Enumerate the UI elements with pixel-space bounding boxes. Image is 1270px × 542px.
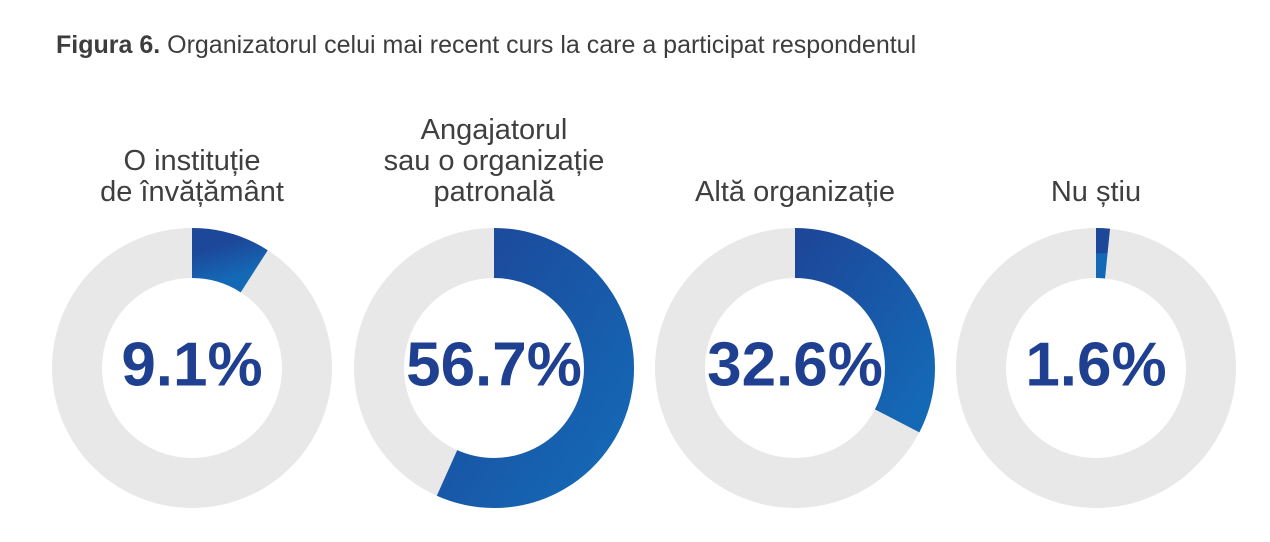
chart-label: Angajatorul sau o organizație patronală [383,114,605,208]
donut-chart-education-institution: O instituție de învățământ 9.1% [42,118,342,518]
donut-chart-dont-know: Nu știu 1.6% [946,118,1246,518]
donut-svg: 56.7% [354,228,634,508]
donut-value-label: 9.1% [121,330,262,399]
donut-0: 9.1% [42,228,342,508]
donut-arc [436,228,634,508]
donut-svg: 9.1% [52,228,332,508]
donut-svg: 32.6% [655,228,935,508]
donut-svg: 1.6% [956,228,1236,508]
donut-chart-other-organization: Altă organizație 32.6% [645,118,945,518]
donut-value-label: 1.6% [1025,330,1166,399]
donut-2: 32.6% [645,228,945,508]
donut-chart-employer: Angajatorul sau o organizație patronală … [344,114,644,518]
donut-3: 1.6% [946,228,1246,508]
donut-arc [794,228,935,433]
donut-arc [191,228,268,293]
figure-caption: Organizatorul celui mai recent curs la c… [160,31,917,59]
chart-label: Nu știu [1050,176,1142,208]
donut-arc [1095,228,1111,279]
figure-number: Figura 6. [56,31,161,59]
chart-label: Altă organizație [695,176,895,208]
chart-label: O instituție de învățământ [100,145,284,208]
donut-value-label: 56.7% [406,330,582,399]
donut-value-label: 32.6% [707,330,883,399]
donut-1: 56.7% [344,228,644,508]
figure-title: Figura 6. Organizatorul celui mai recent… [56,31,916,60]
